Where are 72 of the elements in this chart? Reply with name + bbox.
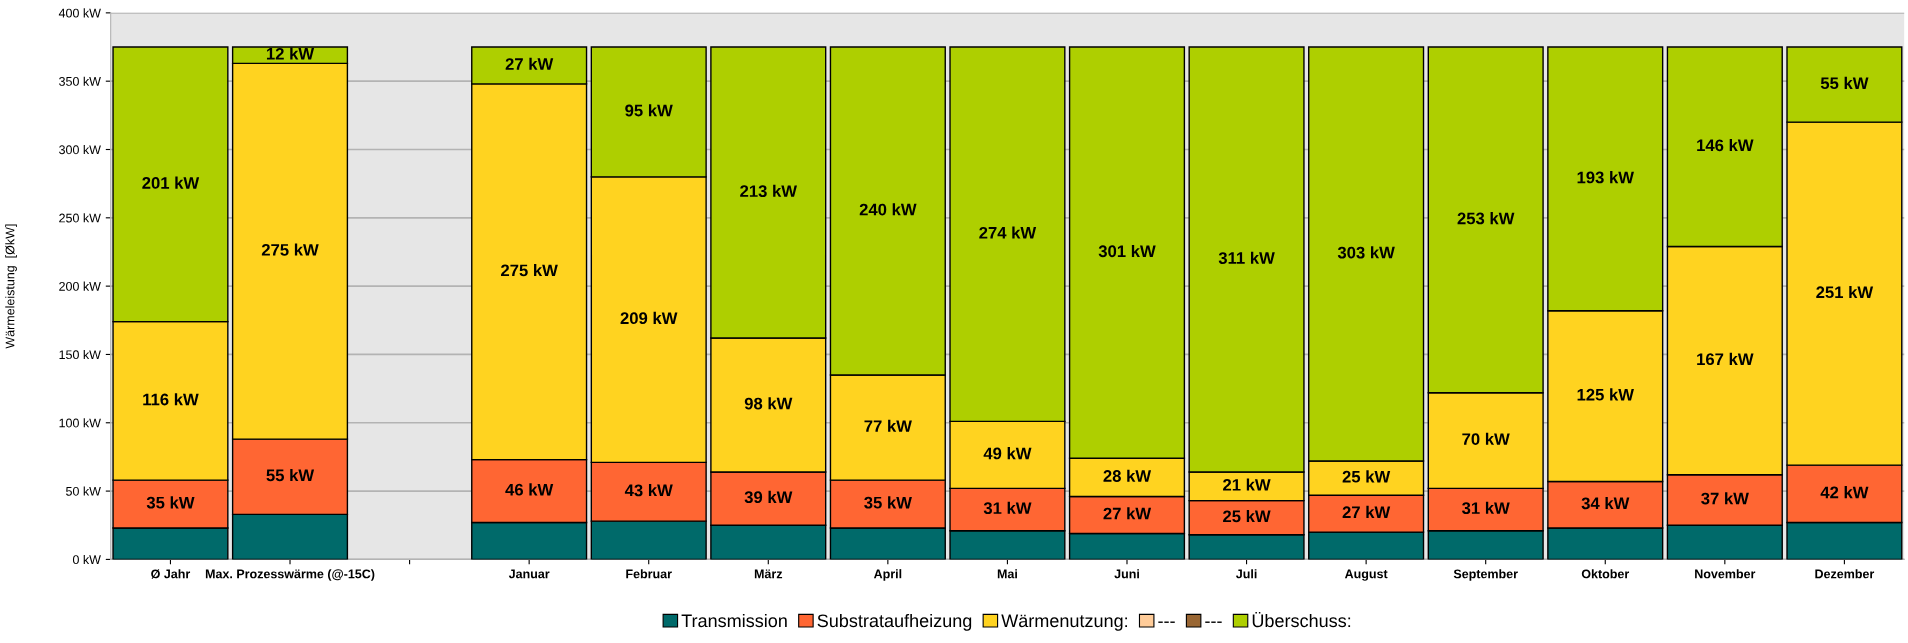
data-label: 35 kW xyxy=(864,496,912,509)
y-tick-label: 100 kW xyxy=(59,418,101,428)
y-tick-label: 200 kW xyxy=(59,281,101,291)
data-label: 275 kW xyxy=(261,243,319,256)
data-label: 49 kW xyxy=(983,447,1032,460)
data-label: 55 kW xyxy=(266,468,315,482)
y-axis-title: Wärmeleistung [ØkW] xyxy=(5,224,17,349)
data-label: 31 kW xyxy=(1462,501,1510,515)
data-label: 209 kW xyxy=(620,311,678,325)
legend-label: --- xyxy=(1205,621,1222,623)
data-label: 167 kW xyxy=(1697,352,1754,366)
data-label: 77 kW xyxy=(864,419,912,432)
legend-label: Überschuss: xyxy=(1252,611,1351,628)
data-label: 301 kW xyxy=(1098,244,1156,258)
data-label: 311 kW xyxy=(1218,251,1275,264)
x-tick-label: Dezember xyxy=(1815,569,1875,579)
data-label: 25 kW xyxy=(1342,470,1391,483)
data-label: 253 kW xyxy=(1457,212,1515,225)
data-label: 274 kW xyxy=(979,226,1037,239)
y-tick-label: 350 kW xyxy=(59,76,101,86)
data-label: 213 kW xyxy=(740,184,797,198)
data-label: 70 kW xyxy=(1462,432,1510,446)
data-label: 31 kW xyxy=(983,501,1032,515)
data-label: 43 kW xyxy=(624,484,673,497)
y-tick-label: 50 kW xyxy=(66,486,101,496)
data-label: 42 kW xyxy=(1820,486,1869,499)
x-tick-label: Juni xyxy=(1114,569,1139,579)
data-label: 25 kW xyxy=(1223,509,1271,523)
data-label: 240 kW xyxy=(859,203,917,216)
data-label: 12 kW xyxy=(266,47,315,60)
data-label: 125 kW xyxy=(1577,388,1634,401)
x-tick-label: Ø Jahr xyxy=(151,569,191,579)
y-tick-label: 0 kW xyxy=(72,554,101,565)
data-label: 251 kW xyxy=(1816,285,1874,299)
data-label: 35 kW xyxy=(146,496,195,509)
data-label: 55 kW xyxy=(1820,76,1869,90)
legend-label: Transmission xyxy=(681,613,787,628)
legend-label: Substrataufheizung xyxy=(817,613,972,631)
x-tick-label: September xyxy=(1453,569,1518,581)
data-label: 39 kW xyxy=(744,490,793,504)
data-label: 37 kW xyxy=(1701,492,1749,505)
data-label: 193 kW xyxy=(1577,171,1634,184)
data-label: 275 kW xyxy=(501,264,558,277)
legend-label: Wärmenutzung: xyxy=(1001,614,1128,631)
data-label: 303 kW xyxy=(1337,246,1395,259)
x-tick-label: April xyxy=(873,569,902,581)
data-label: 28 kW xyxy=(1103,469,1152,482)
x-tick-label: März xyxy=(754,569,783,579)
data-label: 27 kW xyxy=(1103,507,1152,520)
y-tick-label: 150 kW xyxy=(59,349,101,360)
data-label: 95 kW xyxy=(625,104,673,117)
data-label: 27 kW xyxy=(505,57,554,70)
x-tick-label: Februar xyxy=(626,569,672,579)
x-tick-label: November xyxy=(1695,569,1756,579)
data-label: 98 kW xyxy=(744,397,793,410)
x-tick-label: Oktober xyxy=(1581,569,1630,579)
data-label: 46 kW xyxy=(505,483,554,496)
y-tick-label: 250 kW xyxy=(59,213,101,223)
x-tick-label: Mai xyxy=(997,569,1017,579)
data-label: 201 kW xyxy=(142,176,200,189)
x-tick-label: August xyxy=(1344,569,1388,581)
data-label: 27 kW xyxy=(1342,505,1391,518)
data-label: 21 kW xyxy=(1223,478,1271,491)
legend-label: --- xyxy=(1158,621,1175,623)
x-tick-label: Juli xyxy=(1235,569,1257,579)
data-label: 116 kW xyxy=(143,393,199,406)
y-tick-label: 400 kW xyxy=(58,8,101,18)
y-tick-label: 300 kW xyxy=(59,144,101,155)
x-tick-label: Januar xyxy=(508,569,550,579)
x-tick-label: Max. Prozesswärme (@-15C) xyxy=(205,569,375,581)
data-label: 146 kW xyxy=(1697,139,1754,152)
data-label: 34 kW xyxy=(1581,496,1630,510)
